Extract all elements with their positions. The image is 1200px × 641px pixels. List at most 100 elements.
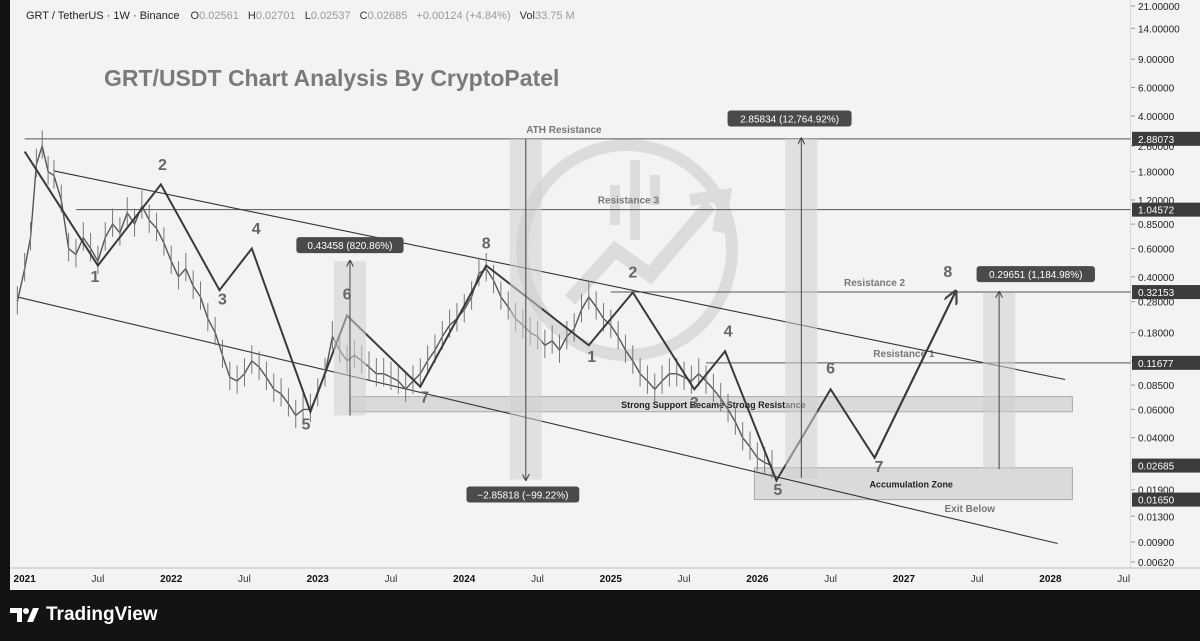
y-tick-label: 0.01900 bbox=[1138, 486, 1175, 497]
measure-label-box bbox=[976, 266, 1095, 283]
x-tick-label: Jul bbox=[824, 574, 837, 585]
volume-label: Vol bbox=[519, 10, 535, 22]
measure-label-box bbox=[296, 237, 404, 254]
price-label: 0.11677 bbox=[1138, 359, 1174, 370]
high-value: 0.02701 bbox=[255, 10, 296, 22]
watermark-logo bbox=[516, 139, 738, 361]
level-label: Resistance 1 bbox=[873, 349, 935, 360]
x-tick-label: Jul bbox=[92, 574, 105, 585]
wave-label: 4 bbox=[724, 324, 733, 341]
y-tick-label: 6.00000 bbox=[1138, 84, 1175, 95]
chart-area[interactable]: Strong Support Became Strong Resistance A… bbox=[10, 0, 1200, 590]
wave-label: 3 bbox=[218, 291, 227, 308]
x-tick-label: 2025 bbox=[600, 574, 623, 585]
price-label: 1.04572 bbox=[1138, 206, 1175, 217]
y-tick-label: 1.20000 bbox=[1138, 196, 1175, 207]
price-label-box bbox=[1132, 492, 1200, 507]
y-tick-label: 9.00000 bbox=[1138, 55, 1175, 66]
y-tick-label: 14.00000 bbox=[1138, 24, 1180, 35]
tradingview-icon bbox=[10, 608, 39, 622]
tradingview-logo[interactable]: TradingView bbox=[10, 604, 158, 626]
wave-label: 1 bbox=[587, 349, 596, 366]
price-label-box bbox=[1132, 458, 1200, 473]
chart-title: GRT/USDT Chart Analysis By CryptoPatel bbox=[104, 65, 559, 91]
level-label: Resistance 3 bbox=[598, 196, 660, 207]
x-tick-label: 2027 bbox=[893, 574, 916, 585]
x-tick-label: 2026 bbox=[746, 574, 769, 585]
volume-value: 33.75 M bbox=[534, 10, 575, 22]
watermark-candles bbox=[610, 160, 660, 240]
y-tick-label: 0.08500 bbox=[1138, 381, 1175, 392]
wave-target-arrow bbox=[873, 292, 956, 459]
y-tick-label: 0.00900 bbox=[1138, 538, 1175, 549]
price-label-box bbox=[1132, 131, 1200, 146]
change-value: +0.00124 (+4.84%) bbox=[416, 10, 511, 22]
annotation-label: Exit Below bbox=[945, 504, 996, 515]
open-label: O bbox=[190, 10, 200, 22]
y-tick-label: 0.18000 bbox=[1138, 329, 1175, 340]
y-tick-label: 0.04000 bbox=[1138, 434, 1175, 445]
high-label: H bbox=[247, 10, 256, 22]
x-tick-label: Jul bbox=[531, 574, 544, 585]
tradingview-wordmark: TradingView bbox=[46, 604, 158, 625]
footer-bar bbox=[0, 590, 1200, 641]
wave-label: 5 bbox=[302, 416, 311, 433]
x-tick-label: 2024 bbox=[453, 574, 476, 585]
x-tick-label: Jul bbox=[385, 574, 398, 585]
measure-label: 0.43458 (820.86%) bbox=[307, 241, 392, 252]
y-tick-label: 0.06000 bbox=[1138, 405, 1175, 416]
x-tick-label: 2022 bbox=[160, 574, 183, 585]
price-label-box bbox=[1132, 285, 1200, 300]
symbol-name[interactable]: GRT / TetherUS · 1W · Binance bbox=[26, 10, 180, 22]
zone-label: Accumulation Zone bbox=[869, 480, 953, 490]
wave-label: 6 bbox=[826, 361, 835, 378]
measure-label: −2.85818 (−99.22%) bbox=[477, 490, 568, 501]
wave-label: 8 bbox=[943, 264, 952, 281]
x-tick-label: Jul bbox=[1117, 574, 1130, 585]
open-value: 0.02561 bbox=[199, 10, 239, 22]
x-tick-label: Jul bbox=[238, 574, 251, 585]
x-tick-label: Jul bbox=[678, 574, 691, 585]
wave-label: 6 bbox=[343, 286, 352, 303]
close-label: C bbox=[359, 10, 368, 22]
y-tick-label: 0.00620 bbox=[1138, 558, 1175, 569]
wave-label: 7 bbox=[875, 459, 884, 476]
chart-canvas[interactable]: Strong Support Became Strong Resistance A… bbox=[10, 0, 1200, 590]
price-label: 0.01650 bbox=[1138, 496, 1175, 507]
y-tick-label: 21.00000 bbox=[1138, 2, 1180, 13]
y-axis-panel bbox=[1131, 0, 1200, 568]
wave-label: 2 bbox=[158, 157, 167, 174]
zone-label: Strong Support Became Strong Resistance bbox=[621, 400, 806, 410]
channel-line bbox=[53, 170, 1066, 381]
y-tick-label: 4.00000 bbox=[1138, 112, 1175, 123]
x-tick-label: 2028 bbox=[1039, 574, 1062, 585]
close-value: 0.02685 bbox=[367, 10, 408, 22]
y-tick-label: 0.40000 bbox=[1138, 273, 1175, 284]
price-label: 0.32153 bbox=[1138, 288, 1175, 299]
symbol-header: GRT / TetherUS · 1W · Binance O0.02561 H… bbox=[26, 10, 581, 22]
wave-label: 3 bbox=[690, 395, 699, 412]
measure-label: 0.29651 (1,184.98%) bbox=[989, 270, 1082, 281]
x-tick-label: 2021 bbox=[14, 574, 37, 585]
wave-label: 2 bbox=[628, 265, 637, 282]
wave-label: 1 bbox=[91, 269, 100, 286]
y-tick-label: 0.85000 bbox=[1138, 220, 1175, 231]
wave-label: 4 bbox=[252, 221, 261, 238]
wave-label: 8 bbox=[482, 235, 491, 252]
y-tick-label: 2.60000 bbox=[1138, 142, 1175, 153]
x-tick-label: 2023 bbox=[307, 574, 330, 585]
x-tick-label: Jul bbox=[971, 574, 984, 585]
measure-label: 2.85834 (12,764.92%) bbox=[740, 114, 839, 125]
y-tick-label: 0.28000 bbox=[1138, 298, 1175, 309]
price-label: 2.88073 bbox=[1138, 135, 1175, 146]
low-value: 0.02537 bbox=[310, 10, 351, 22]
wave-label: 5 bbox=[773, 482, 782, 499]
wave-label: 7 bbox=[420, 390, 429, 407]
y-tick-label: 0.60000 bbox=[1138, 244, 1175, 255]
measure-label-box bbox=[466, 486, 580, 503]
y-tick-label: 0.01300 bbox=[1138, 512, 1175, 523]
price-label-box bbox=[1132, 355, 1200, 370]
measure-label-box bbox=[727, 110, 852, 127]
y-tick-label: 1.80000 bbox=[1138, 168, 1175, 179]
low-label: L bbox=[304, 10, 311, 22]
